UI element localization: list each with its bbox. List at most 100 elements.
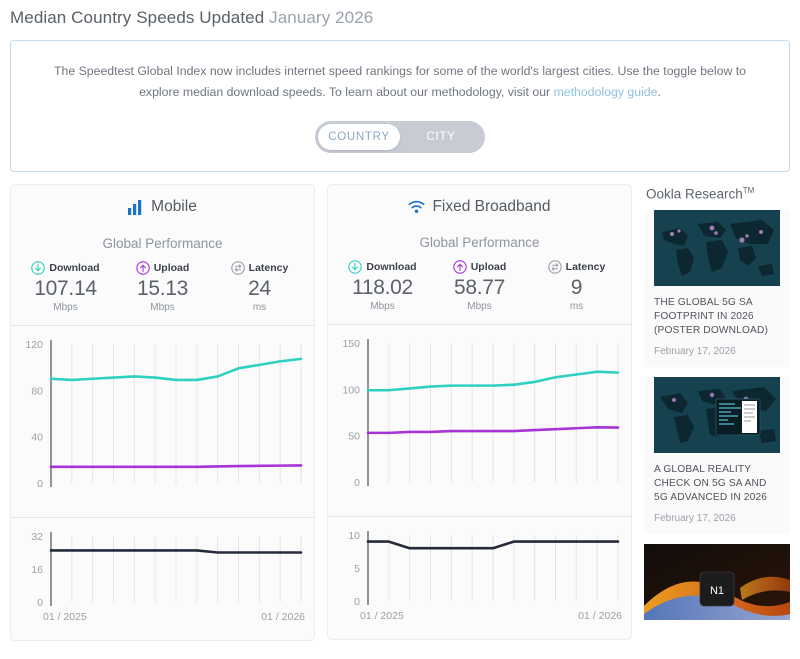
fixed-latency-label-row: Latency bbox=[528, 260, 625, 274]
world-map-dashboard-thumbnail-icon bbox=[654, 376, 780, 453]
mobile-card-header: Mobile bbox=[11, 185, 314, 226]
svg-text:16: 16 bbox=[31, 564, 43, 576]
banner-line-2: explore median download speeds. To learn… bbox=[139, 85, 554, 99]
fixed-metrics: Download 118.02 Mbps Upload 58.77 Mbps bbox=[328, 260, 631, 312]
svg-text:0: 0 bbox=[37, 478, 43, 490]
svg-text:50: 50 bbox=[348, 431, 360, 443]
fixed-speed-chart[interactable]: 0 50 100 150 bbox=[328, 329, 632, 504]
research-article-3[interactable]: N1 bbox=[644, 543, 790, 620]
page-title: Median Country Speeds Updated January 20… bbox=[0, 0, 800, 28]
research-article-1[interactable]: THE GLOBAL 5G SA FOOTPRINT IN 2026 (POST… bbox=[644, 209, 790, 367]
research-article-1-title: THE GLOBAL 5G SA FOOTPRINT IN 2026 (POST… bbox=[654, 296, 769, 336]
svg-text:0: 0 bbox=[354, 596, 360, 608]
svg-text:01 / 2026: 01 / 2026 bbox=[578, 610, 622, 622]
svg-text:100: 100 bbox=[342, 384, 360, 396]
mobile-card-title: Mobile bbox=[151, 198, 197, 215]
fixed-download-value: 118.02 bbox=[352, 276, 413, 299]
mobile-card-title-row: Mobile bbox=[128, 198, 197, 216]
signal-bars-icon bbox=[128, 199, 142, 215]
fixed-broadband-speed-card: Fixed Broadband Global Performance Downl… bbox=[327, 184, 632, 640]
research-article-2[interactable]: A GLOBAL REALITY CHECK ON 5G SA AND 5G A… bbox=[644, 376, 790, 534]
mobile-speed-card: Mobile Global Performance Download 107.1… bbox=[10, 184, 315, 641]
svg-text:01 / 2025: 01 / 2025 bbox=[43, 611, 87, 623]
main-content-row: Mobile Global Performance Download 107.1… bbox=[10, 184, 790, 641]
download-circle-icon bbox=[348, 260, 363, 274]
page-title-main: Median Country Speeds Updated bbox=[10, 8, 265, 27]
mobile-latency-unit: ms bbox=[252, 301, 267, 313]
mobile-latency-chart[interactable]: 0 16 32 01 / 2025 01 / 2026 bbox=[11, 522, 315, 640]
svg-text:01 / 2026: 01 / 2026 bbox=[261, 611, 305, 623]
svg-text:10: 10 bbox=[348, 530, 360, 542]
fixed-upload-value: 58.77 bbox=[453, 276, 506, 299]
fixed-latency-label: Latency bbox=[565, 261, 606, 273]
fixed-latency-unit: ms bbox=[569, 301, 584, 312]
svg-text:0: 0 bbox=[37, 597, 43, 609]
mobile-upload-label-row: Upload bbox=[114, 260, 211, 275]
svg-text:0: 0 bbox=[354, 477, 360, 489]
mobile-latency-value: 24 bbox=[248, 276, 271, 300]
mobile-download-value: 107.14 bbox=[34, 276, 97, 300]
mobile-latency-chart-block: 0 16 32 01 / 2025 01 / 2026 bbox=[11, 516, 315, 640]
upload-circle-icon bbox=[452, 260, 467, 274]
fixed-upload-unit: Mbps bbox=[467, 301, 492, 312]
banner-text: The Speedtest Global Index now includes … bbox=[11, 41, 789, 103]
fixed-card-title: Fixed Broadband bbox=[432, 198, 551, 215]
mobile-upload-unit: Mbps bbox=[150, 301, 175, 313]
research-article-1-date: February 17, 2026 bbox=[654, 345, 736, 357]
mobile-speed-chart-block: 0 40 80 120 bbox=[11, 324, 315, 505]
mobile-metric-download: Download 107.14 Mbps bbox=[17, 260, 114, 313]
fixed-download-unit: Mbps bbox=[370, 301, 395, 312]
fixed-download-label: Download bbox=[366, 261, 417, 273]
mobile-metrics: Download 107.14 Mbps Upload 15.13 Mbps bbox=[11, 260, 314, 313]
ookla-research-column: Ookla ResearchTM bbox=[644, 184, 790, 630]
world-map-thumbnail-icon bbox=[654, 209, 780, 286]
fixed-section-label: Global Performance bbox=[419, 235, 540, 250]
fixed-latency-chart-block: 0 5 10 01 / 2025 01 / 2026 bbox=[328, 516, 631, 639]
mobile-latency-label: Latency bbox=[248, 261, 289, 274]
mobile-latency-label-row: Latency bbox=[211, 260, 308, 275]
methodology-guide-link[interactable]: methodology guide bbox=[553, 85, 658, 99]
toggle-option-country[interactable]: COUNTRY bbox=[318, 124, 400, 150]
orange-swirl-chip-thumbnail-icon: N1 bbox=[644, 543, 790, 620]
fixed-latency-chart[interactable]: 0 5 10 01 / 2025 01 / 2026 bbox=[328, 521, 632, 639]
research-article-2-date: February 17, 2026 bbox=[654, 512, 736, 524]
fixed-metric-upload: Upload 58.77 Mbps bbox=[431, 260, 528, 312]
info-banner: The Speedtest Global Index now includes … bbox=[10, 40, 790, 172]
research-heading: Ookla ResearchTM bbox=[646, 186, 790, 202]
svg-text:40: 40 bbox=[31, 431, 43, 443]
svg-text:32: 32 bbox=[31, 531, 43, 543]
svg-text:01 / 2025: 01 / 2025 bbox=[360, 610, 404, 622]
wifi-icon bbox=[408, 200, 425, 213]
fixed-upload-label: Upload bbox=[470, 261, 507, 273]
research-heading-text: Ookla Research bbox=[646, 186, 743, 202]
page-title-month: January 2026 bbox=[269, 8, 374, 27]
fixed-download-label-row: Download bbox=[334, 260, 431, 274]
mobile-section-label: Global Performance bbox=[102, 235, 223, 251]
fixed-card-title-row: Fixed Broadband bbox=[408, 198, 551, 216]
mobile-speed-chart[interactable]: 0 40 80 120 bbox=[11, 330, 315, 505]
svg-text:N1: N1 bbox=[710, 585, 724, 597]
fixed-metric-latency: Latency 9 ms bbox=[528, 260, 625, 312]
fixed-card-header: Fixed Broadband bbox=[328, 185, 631, 225]
latency-circle-icon bbox=[547, 260, 562, 274]
fixed-latency-value: 9 bbox=[570, 276, 583, 299]
svg-text:120: 120 bbox=[25, 339, 43, 351]
fixed-metric-download: Download 118.02 Mbps bbox=[334, 260, 431, 312]
toggle-option-city[interactable]: CITY bbox=[426, 131, 456, 143]
mobile-upload-value: 15.13 bbox=[136, 276, 189, 300]
mobile-download-label-row: Download bbox=[17, 260, 114, 275]
mobile-download-label: Download bbox=[49, 261, 100, 274]
scope-toggle-wrap: COUNTRY CITY bbox=[11, 121, 789, 153]
mobile-metric-upload: Upload 15.13 Mbps bbox=[114, 260, 211, 313]
upload-circle-icon bbox=[135, 260, 150, 275]
svg-text:5: 5 bbox=[354, 563, 360, 575]
banner-line-2-end: . bbox=[657, 85, 661, 99]
research-article-2-title: A GLOBAL REALITY CHECK ON 5G SA AND 5G A… bbox=[654, 463, 768, 503]
scope-toggle[interactable]: COUNTRY CITY bbox=[315, 121, 485, 153]
svg-text:80: 80 bbox=[31, 385, 43, 397]
mobile-upload-label: Upload bbox=[153, 261, 190, 274]
banner-line-1: The Speedtest Global Index now includes … bbox=[53, 64, 747, 78]
mobile-download-unit: Mbps bbox=[53, 301, 78, 313]
download-circle-icon bbox=[31, 260, 46, 275]
latency-circle-icon bbox=[230, 260, 245, 275]
